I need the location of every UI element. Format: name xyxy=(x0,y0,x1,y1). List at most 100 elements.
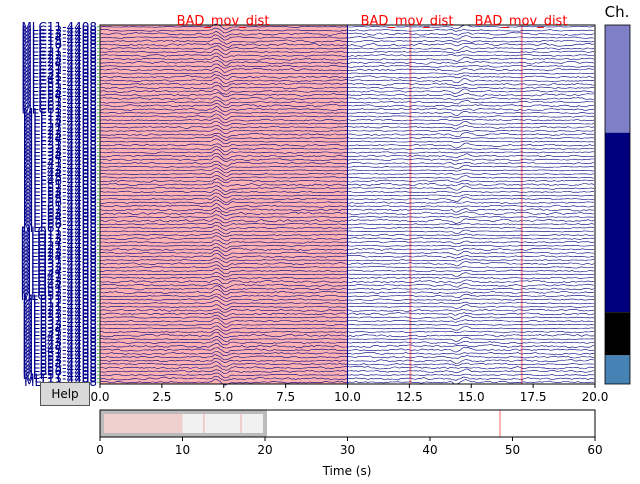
channel-label: MLP34-4408 xyxy=(23,321,97,335)
scroll-tick-label: 20 xyxy=(257,443,272,457)
channel-label: MLP55-4408 xyxy=(23,361,97,375)
channel-label: MLF24-4408 xyxy=(23,131,97,145)
channel-label: MLF32-4408 xyxy=(23,142,97,156)
channel-label: MLF55-4408 xyxy=(23,192,97,206)
scroll-tick-label: 40 xyxy=(422,443,437,457)
channel-label: MLP42-4408 xyxy=(23,332,97,346)
channel-label: MLO33-4408 xyxy=(21,260,97,274)
channel-label: MLC16-4408 xyxy=(21,38,97,52)
channel-label: MLF42-4408 xyxy=(23,160,97,174)
channel-label: MLF25-4408 xyxy=(23,135,97,149)
channel-label: MLO42-4408 xyxy=(21,271,97,285)
x-tick-label: 7.5 xyxy=(276,390,295,404)
channel-label: MLP44-4408 xyxy=(23,339,97,353)
channel-label: MLF52-4408 xyxy=(23,181,97,195)
channel-label: MLC22-4408 xyxy=(21,49,97,63)
channel-label: MLF44-4408 xyxy=(23,167,97,181)
channel-label: MLC17-4408 xyxy=(21,41,97,55)
annotation-span xyxy=(409,25,412,384)
channel-label: MLP21-4408 xyxy=(23,300,97,314)
channel-label: MLP12-4408 xyxy=(23,296,97,310)
channel-label: MLO53-4408 xyxy=(21,289,97,303)
channel-label-list: MLC11-4408MLC12-4408MLC13-4408MLC14-4408… xyxy=(21,20,97,389)
scroll-tick-label: 50 xyxy=(505,443,520,457)
channel-label: MLO23-4408 xyxy=(21,246,97,260)
channel-label: MLO21-4408 xyxy=(21,239,97,253)
annotation-span xyxy=(520,25,523,384)
annotation-label-2: BAD_mov_dist xyxy=(361,14,454,29)
channel-label: MLF22-4408 xyxy=(23,124,97,138)
channel-label: MLC61-4408 xyxy=(21,95,97,109)
channel-label: MLC15-4408 xyxy=(21,34,97,48)
x-tick-label: 0.0 xyxy=(90,390,109,404)
channel-label: MLC54-4408 xyxy=(21,88,97,102)
channel-label: MLC31-4408 xyxy=(21,63,97,77)
channel-label: MLC14-4408 xyxy=(21,31,97,45)
channel-label: MLO44-4408 xyxy=(21,278,97,292)
channel-label: MLP32-4408 xyxy=(23,314,97,328)
main-trace-axes[interactable] xyxy=(97,23,596,386)
channel-label: MLC11-4408 xyxy=(21,20,97,34)
scroll-view-window xyxy=(100,410,267,437)
channel-label: MLF45-4408 xyxy=(23,171,97,185)
channel-label: MLC42-4408 xyxy=(21,74,97,88)
channel-label: MLF64-4408 xyxy=(23,210,97,224)
channel-label: MLO22-4408 xyxy=(21,242,97,256)
channel-label: MLO12-4408 xyxy=(21,228,97,242)
channel-label: MLF33-4408 xyxy=(23,145,97,159)
channel-label: MLO24-4408 xyxy=(21,250,97,264)
channel-label: MLP51-4408 xyxy=(23,346,97,360)
channel-label: MLP52-4408 xyxy=(23,350,97,364)
channel-label: MLF11-4408 xyxy=(23,106,97,120)
scroll-tick-label: 0 xyxy=(96,443,104,457)
channel-label: MLO51-4408 xyxy=(21,282,97,296)
channel-label: MLC23-4408 xyxy=(21,52,97,66)
help-button[interactable]: Help xyxy=(40,382,90,406)
channel-label: MLP41-4408 xyxy=(23,329,97,343)
channel-label: MLC53-4408 xyxy=(21,84,97,98)
channel-label: MLP53-4408 xyxy=(23,354,97,368)
channel-type-segment xyxy=(605,355,630,384)
channel-label: MLC55-4408 xyxy=(21,92,97,106)
channel-label: MLO13-4408 xyxy=(21,232,97,246)
channel-label: MLF56-4408 xyxy=(23,196,97,210)
channel-label: MLP23-4408 xyxy=(23,307,97,321)
channel-label: MLF51-4408 xyxy=(23,178,97,192)
channel-label: MLF53-4408 xyxy=(23,185,97,199)
time-scrollbar[interactable] xyxy=(99,409,596,438)
channel-label: MLP57-4408 xyxy=(23,368,97,382)
channel-label: MLC24-4408 xyxy=(21,56,97,70)
channel-label: MLC51-4408 xyxy=(21,77,97,91)
channel-type-segment xyxy=(605,132,630,313)
channel-label: MLF14-4408 xyxy=(23,117,97,131)
channel-label: MLF23-4408 xyxy=(23,127,97,141)
x-tick-label: 2.5 xyxy=(152,390,171,404)
channel-label: MLO43-4408 xyxy=(21,275,97,289)
scroll-tick-label: 60 xyxy=(587,443,602,457)
channel-label: MLC63-4408 xyxy=(21,102,97,116)
channel-label: MLF34-4408 xyxy=(23,149,97,163)
channel-label: MLP22-4408 xyxy=(23,303,97,317)
channel-label: MLC25-4408 xyxy=(21,59,97,73)
channel-label: MLP31-4408 xyxy=(23,311,97,325)
scrollbar-x-axis: 0 10 20 30 40 50 60 xyxy=(96,437,603,457)
channel-type-frame xyxy=(604,24,631,385)
x-tick-label: 20.0 xyxy=(582,390,609,404)
channel-label: MLC13-4408 xyxy=(21,27,97,41)
channel-label: MLC21-4408 xyxy=(21,45,97,59)
channel-type-bar[interactable] xyxy=(604,24,631,385)
channel-label: MLC52-4408 xyxy=(21,81,97,95)
channel-label: MLP33-4408 xyxy=(23,318,97,332)
channel-label: MLF61-4408 xyxy=(23,199,97,213)
channel-label: MLC62-4408 xyxy=(21,99,97,113)
help-button-label: Help xyxy=(51,387,79,401)
x-tick-label: 15.0 xyxy=(458,390,485,404)
channel-label: MLP11-4408 xyxy=(23,293,97,307)
scroll-tick-label: 30 xyxy=(340,443,355,457)
scroll-annotation xyxy=(499,410,501,437)
channel-label: MLC12-4408 xyxy=(21,23,97,37)
channel-label: MLF13-4408 xyxy=(23,113,97,127)
channel-label: MLF62-4408 xyxy=(23,203,97,217)
channel-label: MLP45-4408 xyxy=(23,343,97,357)
channel-label: MLF12-4408 xyxy=(23,110,97,124)
